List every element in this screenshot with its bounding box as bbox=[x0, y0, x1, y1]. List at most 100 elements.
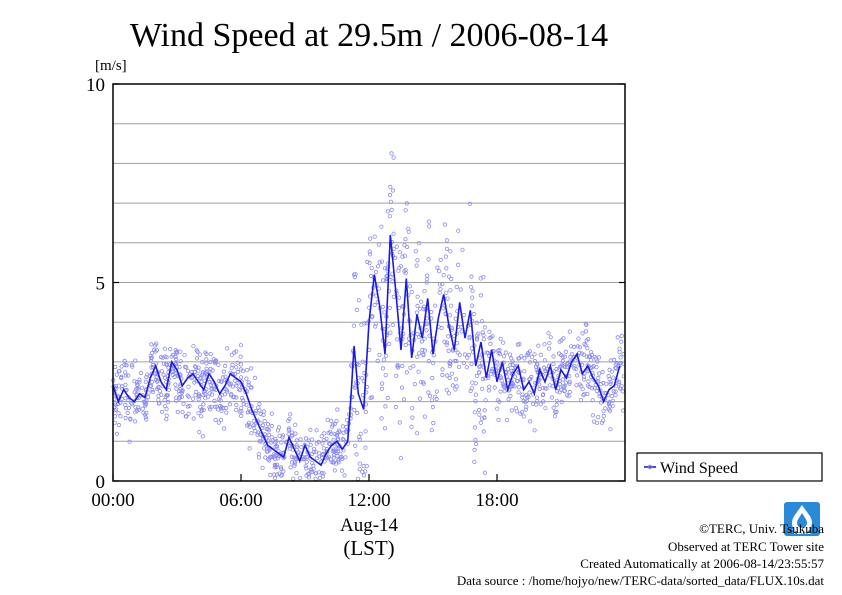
data-point bbox=[440, 281, 445, 286]
data-point bbox=[225, 346, 230, 351]
data-point bbox=[590, 413, 596, 418]
data-point bbox=[239, 375, 244, 380]
data-point bbox=[230, 384, 235, 389]
data-point bbox=[123, 382, 128, 387]
data-point bbox=[219, 408, 224, 413]
data-point bbox=[247, 446, 252, 451]
data-point bbox=[440, 367, 445, 372]
grid-lines bbox=[113, 83, 625, 482]
data-point bbox=[320, 441, 325, 446]
data-point bbox=[223, 363, 228, 368]
data-point bbox=[596, 371, 602, 376]
data-point bbox=[123, 402, 128, 408]
data-point bbox=[367, 249, 372, 254]
data-point bbox=[234, 365, 239, 370]
data-point bbox=[157, 388, 163, 394]
data-point bbox=[446, 391, 451, 396]
data-point bbox=[199, 375, 204, 380]
x-tick-label: 06:00 bbox=[219, 490, 262, 511]
data-point bbox=[382, 266, 387, 271]
data-point bbox=[230, 362, 235, 367]
data-point bbox=[421, 306, 426, 312]
data-point bbox=[234, 402, 239, 407]
data-point bbox=[174, 356, 179, 362]
data-point bbox=[404, 244, 410, 250]
data-point bbox=[234, 395, 239, 400]
data-point bbox=[607, 399, 612, 404]
data-point bbox=[201, 407, 206, 412]
data-point bbox=[149, 365, 154, 370]
data-point bbox=[552, 414, 558, 419]
data-point bbox=[234, 383, 239, 388]
data-point bbox=[601, 413, 606, 419]
data-point bbox=[422, 414, 427, 419]
data-point bbox=[201, 402, 206, 407]
data-point bbox=[269, 455, 274, 460]
data-point bbox=[274, 462, 280, 467]
data-point bbox=[524, 404, 529, 409]
data-point bbox=[141, 410, 146, 415]
data-point bbox=[196, 392, 202, 397]
data-point bbox=[184, 365, 189, 370]
data-point bbox=[204, 361, 209, 366]
data-point bbox=[394, 373, 399, 378]
data-point bbox=[133, 358, 138, 363]
data-point bbox=[395, 337, 400, 342]
data-point bbox=[478, 420, 483, 425]
data-point bbox=[190, 396, 195, 401]
data-point bbox=[586, 379, 591, 384]
data-point bbox=[383, 372, 388, 378]
data-point bbox=[342, 473, 347, 478]
data-point bbox=[572, 364, 577, 369]
data-point bbox=[560, 384, 565, 389]
data-point bbox=[308, 427, 313, 432]
data-point bbox=[199, 407, 204, 412]
data-point bbox=[474, 320, 479, 325]
data-point bbox=[136, 387, 141, 392]
data-point bbox=[406, 229, 411, 234]
data-point bbox=[186, 384, 191, 389]
data-point bbox=[437, 282, 442, 287]
data-point bbox=[195, 373, 200, 378]
data-point bbox=[177, 395, 182, 400]
data-point bbox=[314, 456, 319, 461]
data-point bbox=[592, 385, 597, 391]
data-point bbox=[472, 410, 477, 415]
chart-title: Wind Speed at 29.5m / 2006-08-14 bbox=[130, 17, 608, 54]
data-point bbox=[415, 303, 420, 309]
data-point bbox=[615, 335, 620, 340]
data-point bbox=[469, 303, 475, 308]
data-point bbox=[535, 398, 540, 404]
data-point bbox=[480, 376, 485, 382]
data-point bbox=[332, 468, 337, 473]
data-point bbox=[232, 371, 237, 377]
data-point bbox=[418, 299, 424, 304]
data-point bbox=[618, 355, 623, 360]
data-point bbox=[549, 395, 555, 400]
data-point bbox=[133, 410, 138, 415]
data-point bbox=[132, 399, 137, 404]
data-point bbox=[166, 399, 171, 405]
data-point bbox=[209, 386, 214, 391]
data-point bbox=[554, 402, 559, 407]
data-point bbox=[287, 446, 292, 451]
data-point bbox=[317, 475, 322, 481]
data-point bbox=[149, 379, 154, 384]
data-point bbox=[400, 363, 405, 369]
data-point bbox=[194, 356, 200, 361]
data-point bbox=[136, 405, 141, 410]
data-point bbox=[142, 399, 148, 404]
data-point bbox=[331, 447, 336, 452]
data-point bbox=[329, 418, 334, 423]
data-point bbox=[402, 253, 407, 258]
data-point bbox=[209, 392, 215, 397]
data-point bbox=[588, 357, 594, 363]
data-point bbox=[448, 359, 453, 364]
data-point bbox=[469, 386, 474, 391]
mean-line bbox=[112, 234, 621, 467]
data-point bbox=[218, 403, 223, 409]
data-point bbox=[519, 354, 524, 359]
data-point bbox=[478, 276, 483, 281]
data-point bbox=[180, 409, 185, 415]
data-point bbox=[229, 352, 234, 357]
